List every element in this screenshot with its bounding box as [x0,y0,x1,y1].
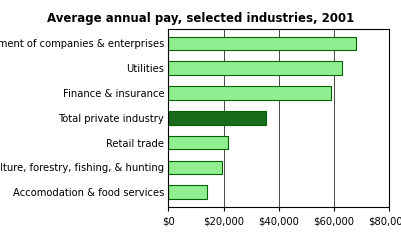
Bar [168,161,222,174]
Bar [168,185,207,199]
Text: Average annual pay, selected industries, 2001: Average annual pay, selected industries,… [47,12,354,25]
Bar [168,37,356,50]
Bar [168,136,228,149]
Bar [168,86,331,100]
Bar [168,61,342,75]
Bar [168,111,266,125]
